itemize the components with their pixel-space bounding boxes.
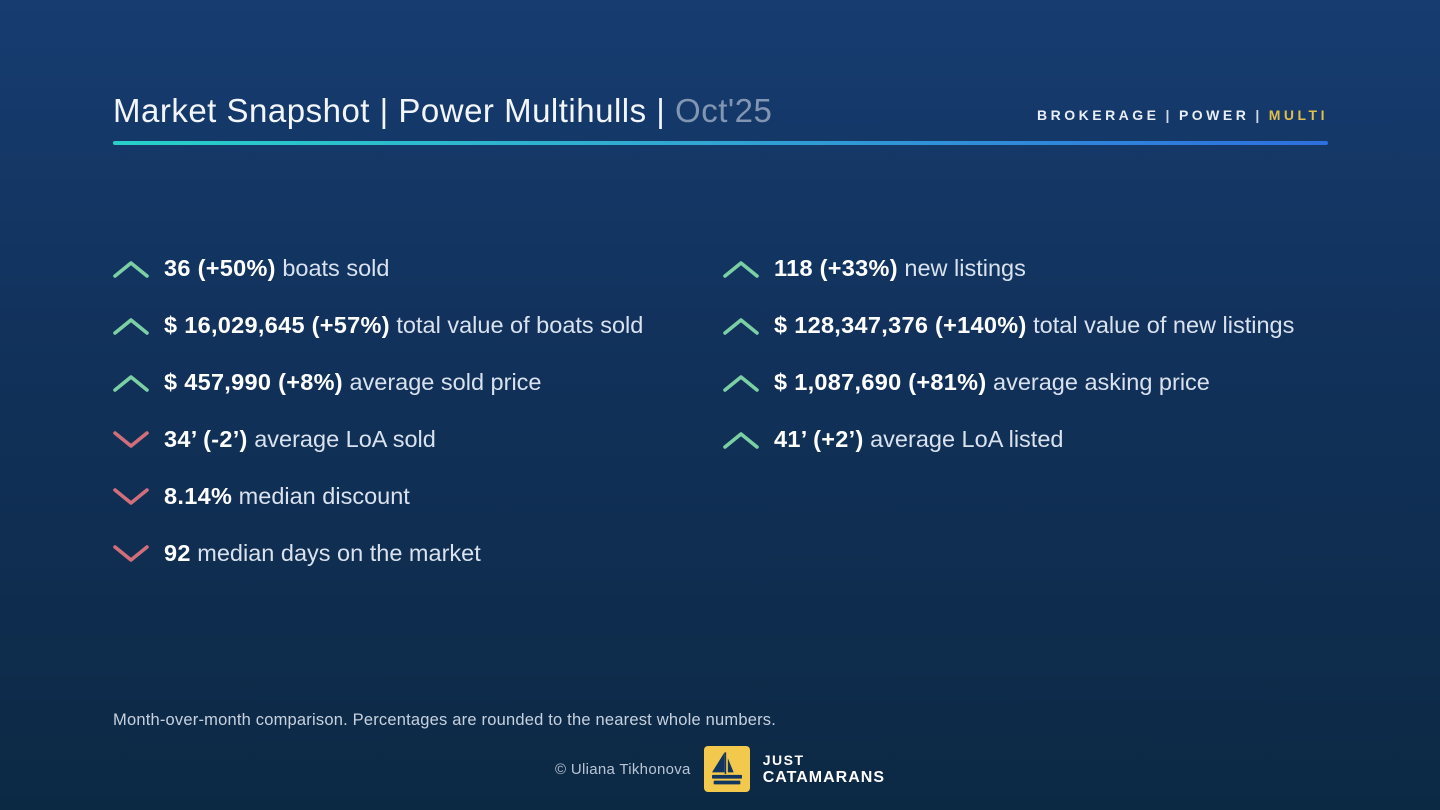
trend-chevron-icon	[113, 430, 149, 449]
stat-text: 36 (+50%) boats sold	[164, 255, 389, 282]
stat-text: 92 median days on the market	[164, 540, 481, 567]
stat-row: $ 457,990 (+8%) average sold price	[113, 354, 643, 411]
stat-text: $ 128,347,376 (+140%) total value of new…	[774, 312, 1294, 339]
stat-label: total value of new listings	[1033, 312, 1295, 338]
trend-chevron-icon	[113, 544, 149, 563]
trend-chevron-icon	[113, 487, 149, 506]
stat-value: 41’ (+2’)	[774, 426, 864, 452]
title-underline	[113, 141, 1328, 145]
logo-wordmark: JUST CATAMARANS	[763, 753, 885, 786]
stat-label: new listings	[904, 255, 1026, 281]
tag-multi: MULTI	[1268, 107, 1328, 123]
catamaran-icon	[703, 746, 750, 792]
stat-text: $ 16,029,645 (+57%) total value of boats…	[164, 312, 643, 339]
footnote: Month-over-month comparison. Percentages…	[113, 711, 777, 729]
stat-value: $ 1,087,690 (+81%)	[774, 369, 987, 395]
stat-label: boats sold	[282, 255, 390, 281]
trend-chevron-icon	[113, 317, 149, 335]
stat-value: 8.14%	[164, 483, 233, 509]
trend-chevron-icon	[723, 431, 759, 449]
tag-brokerage: BROKERAGE	[1037, 107, 1160, 123]
stats-right-column: 118 (+33%) new listings $ 128,347,376 (+…	[723, 240, 1294, 468]
stat-text: 41’ (+2’) average LoA listed	[774, 426, 1063, 453]
stat-text: 118 (+33%) new listings	[774, 255, 1026, 282]
stat-text: $ 457,990 (+8%) average sold price	[164, 369, 541, 396]
stat-text: 34’ (-2’) average LoA sold	[164, 426, 436, 453]
stat-value: $ 457,990 (+8%)	[164, 369, 343, 395]
trend-chevron-icon	[113, 374, 149, 392]
page-title-main: Market Snapshot | Power Multihulls |	[113, 92, 666, 129]
stat-value: 92	[164, 540, 191, 566]
stat-label: median days on the market	[197, 540, 481, 566]
stat-row: 41’ (+2’) average LoA listed	[723, 411, 1294, 468]
stat-text: $ 1,087,690 (+81%) average asking price	[774, 369, 1210, 396]
stat-label: average sold price	[349, 369, 542, 395]
stat-value: $ 16,029,645 (+57%)	[164, 312, 390, 338]
author-credit: © Uliana Tikhonova	[555, 760, 691, 778]
category-tags: BROKERAGE | POWER | MULTI	[1037, 107, 1328, 130]
logo-line1: JUST	[762, 751, 805, 768]
stat-row: 8.14% median discount	[113, 468, 643, 525]
stats-left-column: 36 (+50%) boats sold $ 16,029,645 (+57%)…	[113, 240, 643, 582]
stat-label: average LoA listed	[870, 426, 1064, 452]
stat-label: average asking price	[993, 369, 1210, 395]
stat-text: 8.14% median discount	[164, 483, 410, 510]
stat-row: 36 (+50%) boats sold	[113, 240, 643, 297]
stat-row: 34’ (-2’) average LoA sold	[113, 411, 643, 468]
stat-label: total value of boats sold	[396, 312, 644, 338]
page-title: Market Snapshot | Power Multihulls | Oct…	[113, 92, 772, 130]
footer: © Uliana Tikhonova JUST CATAMARANS	[0, 744, 1440, 794]
stat-label: median discount	[238, 483, 410, 509]
stat-row: 92 median days on the market	[113, 525, 643, 582]
stat-row: $ 1,087,690 (+81%) average asking price	[723, 354, 1294, 411]
logo-line2: CATAMARANS	[762, 768, 885, 786]
stat-value: 118 (+33%)	[774, 255, 898, 281]
trend-chevron-icon	[723, 374, 759, 392]
stat-row: 118 (+33%) new listings	[723, 240, 1294, 297]
tag-power: POWER	[1178, 107, 1250, 123]
trend-chevron-icon	[723, 317, 759, 335]
stat-value: 34’ (-2’)	[164, 426, 248, 452]
tag-divider: |	[1255, 107, 1263, 123]
header: Market Snapshot | Power Multihulls | Oct…	[113, 92, 1328, 130]
stat-row: $ 128,347,376 (+140%) total value of new…	[723, 297, 1294, 354]
stat-label: average LoA sold	[254, 426, 436, 452]
stat-value: 36 (+50%)	[164, 255, 276, 281]
trend-chevron-icon	[723, 260, 759, 278]
page-title-period: Oct'25	[675, 92, 773, 129]
stat-value: $ 128,347,376 (+140%)	[774, 312, 1027, 338]
trend-chevron-icon	[113, 260, 149, 278]
tag-divider: |	[1165, 107, 1173, 123]
stat-row: $ 16,029,645 (+57%) total value of boats…	[113, 297, 643, 354]
